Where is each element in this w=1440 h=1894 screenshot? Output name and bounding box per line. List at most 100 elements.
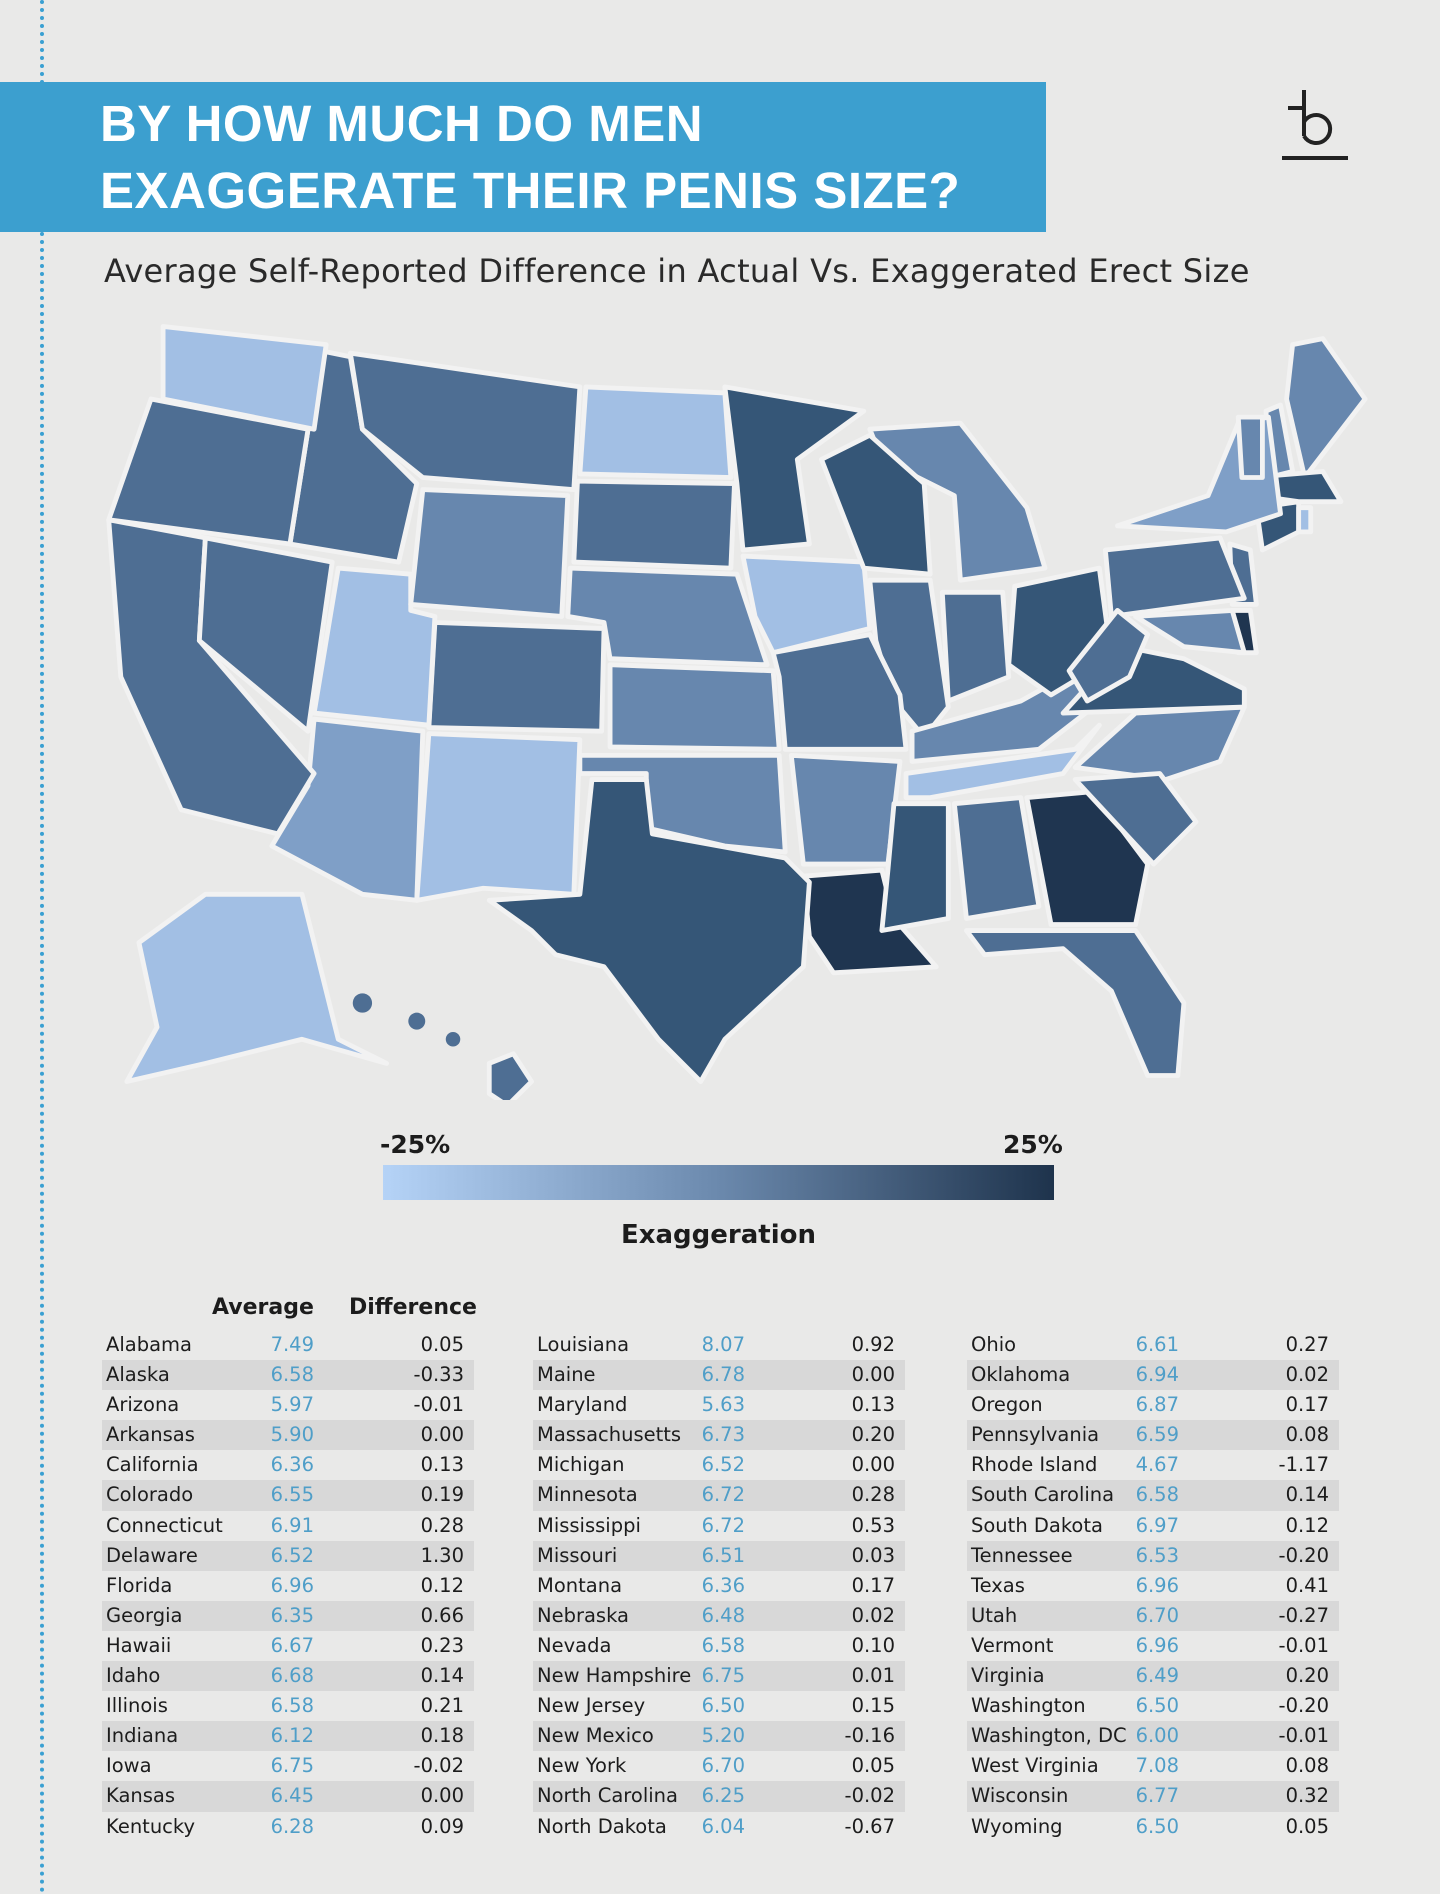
- table-row: Nevada 6.58 0.10: [533, 1631, 905, 1661]
- table-row: Florida 6.96 0.12: [102, 1571, 474, 1601]
- difference-value: 0.05: [851, 1754, 895, 1778]
- dotted-border: [40, 0, 44, 1894]
- state-name: Ohio: [971, 1333, 1017, 1356]
- difference-value: 0.00: [420, 1423, 464, 1447]
- table-row: West Virginia 7.08 0.08: [967, 1751, 1339, 1781]
- state-name: Washington, DC: [971, 1724, 1127, 1748]
- average-value: 6.00: [1135, 1724, 1179, 1748]
- state-name: Florida: [106, 1573, 173, 1597]
- table-row: Alabama 7.49 0.05: [102, 1330, 474, 1360]
- table-row: Ohio 6.61 0.27: [967, 1330, 1339, 1360]
- brand-logo-icon: [1282, 90, 1348, 160]
- state-hawaii-island: [445, 1032, 461, 1047]
- us-choropleth-map: [108, 324, 1366, 1100]
- state-name: Nebraska: [537, 1603, 629, 1627]
- table-row: Washington, DC 6.00 -0.01: [967, 1721, 1339, 1752]
- average-value: 6.72: [701, 1483, 745, 1507]
- difference-value: 0.03: [851, 1543, 895, 1567]
- state-name: North Dakota: [537, 1814, 667, 1838]
- state-arkansas: [788, 752, 903, 867]
- average-value: 6.70: [701, 1754, 745, 1778]
- table-row: Nebraska 6.48 0.02: [533, 1600, 905, 1631]
- difference-value: 0.66: [420, 1603, 464, 1627]
- table-column-3: Ohio 6.61 0.27 Oklahoma 6.94 0.02 Oregon 6.87 0.…: [967, 1330, 1339, 1842]
- table-row: Washington 6.50 -0.20: [967, 1691, 1339, 1721]
- average-value: 6.96: [1135, 1633, 1179, 1657]
- table-row: New Mexico 5.20 -0.16: [533, 1721, 905, 1752]
- table-row: South Dakota 6.97 0.12: [967, 1511, 1339, 1541]
- state-tennessee: [903, 722, 1102, 801]
- difference-value: 0.17: [1285, 1393, 1329, 1417]
- state-name: Minnesota: [537, 1483, 638, 1507]
- state-name: Arizona: [106, 1393, 180, 1417]
- average-value: 5.63: [701, 1393, 745, 1417]
- average-value: 6.78: [701, 1363, 745, 1387]
- average-value: 6.28: [270, 1814, 314, 1838]
- state-pennsylvania: [1102, 535, 1247, 619]
- difference-value: 0.08: [1285, 1754, 1329, 1778]
- average-value: 6.50: [701, 1694, 745, 1718]
- average-value: 6.35: [270, 1603, 314, 1627]
- state-wyoming: [408, 487, 571, 619]
- table-row: Kansas 6.45 0.00: [102, 1781, 474, 1812]
- difference-value: -0.20: [1278, 1694, 1329, 1718]
- state-name: Pennsylvania: [971, 1423, 1100, 1447]
- difference-value: -0.02: [844, 1784, 895, 1808]
- state-name: Connecticut: [106, 1513, 223, 1537]
- state-name: Illinois: [106, 1694, 168, 1718]
- table-row: Louisiana 8.07 0.92: [533, 1330, 905, 1360]
- difference-value: 0.18: [420, 1724, 464, 1748]
- average-value: 6.58: [701, 1633, 745, 1657]
- table-row: Virginia 6.49 0.20: [967, 1661, 1339, 1692]
- average-value: 6.75: [270, 1754, 314, 1778]
- state-name: Hawaii: [106, 1633, 172, 1657]
- state-nebraska: [565, 565, 770, 668]
- average-value: 6.59: [1135, 1423, 1179, 1447]
- table-row: Arizona 5.97 -0.01: [102, 1390, 474, 1420]
- table-row: Texas 6.96 0.41: [967, 1571, 1339, 1601]
- state-name: Oregon: [971, 1393, 1043, 1417]
- state-name: Colorado: [106, 1483, 194, 1507]
- state-south-carolina: [1072, 771, 1199, 867]
- difference-value: 0.00: [851, 1453, 895, 1477]
- table-row: Vermont 6.96 -0.01: [967, 1631, 1339, 1661]
- average-value: 7.49: [270, 1333, 314, 1356]
- average-value: 6.61: [1135, 1333, 1179, 1356]
- average-value: 6.70: [1135, 1603, 1179, 1627]
- state-wisconsin: [819, 432, 933, 577]
- state-name: Iowa: [106, 1754, 152, 1778]
- state-name: Massachusetts: [537, 1423, 682, 1447]
- average-value: 6.87: [1135, 1393, 1179, 1417]
- average-value: 6.36: [701, 1573, 745, 1597]
- difference-value: 0.12: [1285, 1513, 1329, 1537]
- state-florida: [964, 928, 1187, 1078]
- table-row: Wisconsin 6.77 0.32: [967, 1781, 1339, 1812]
- state-north-carolina: [1072, 704, 1247, 782]
- difference-value: 0.15: [851, 1694, 895, 1718]
- table-row: New York 6.70 0.05: [533, 1751, 905, 1781]
- state-name: Wyoming: [971, 1814, 1063, 1838]
- state-washington: [160, 324, 329, 432]
- state-name: Mississippi: [537, 1513, 641, 1537]
- average-value: 6.91: [270, 1513, 314, 1537]
- page-title: BY HOW MUCH DO MEN EXAGGERATE THEIR PENI…: [100, 90, 1040, 224]
- table-row: Delaware 6.52 1.30: [102, 1540, 474, 1571]
- state-utah: [311, 565, 438, 728]
- difference-value: 0.20: [851, 1423, 895, 1447]
- state-name: Utah: [971, 1603, 1018, 1627]
- average-value: 6.36: [270, 1453, 314, 1477]
- table-row: New Jersey 6.50 0.15: [533, 1691, 905, 1721]
- difference-value: 0.28: [851, 1483, 895, 1507]
- difference-value: 0.02: [1285, 1363, 1329, 1387]
- average-value: 6.51: [701, 1543, 745, 1567]
- difference-value: 0.20: [1285, 1664, 1329, 1688]
- difference-value: -0.02: [413, 1754, 464, 1778]
- state-name: Maine: [537, 1363, 596, 1387]
- state-name: Michigan: [537, 1453, 625, 1477]
- difference-value: 0.01: [851, 1664, 895, 1688]
- average-value: 6.96: [1135, 1573, 1179, 1597]
- difference-value: 0.27: [1285, 1333, 1329, 1356]
- state-name: South Carolina: [971, 1483, 1115, 1507]
- table-column-1: Alabama 7.49 0.05 Alaska 6.58 -0.33 Arizona 5.9…: [102, 1330, 474, 1842]
- state-name: Vermont: [971, 1633, 1054, 1657]
